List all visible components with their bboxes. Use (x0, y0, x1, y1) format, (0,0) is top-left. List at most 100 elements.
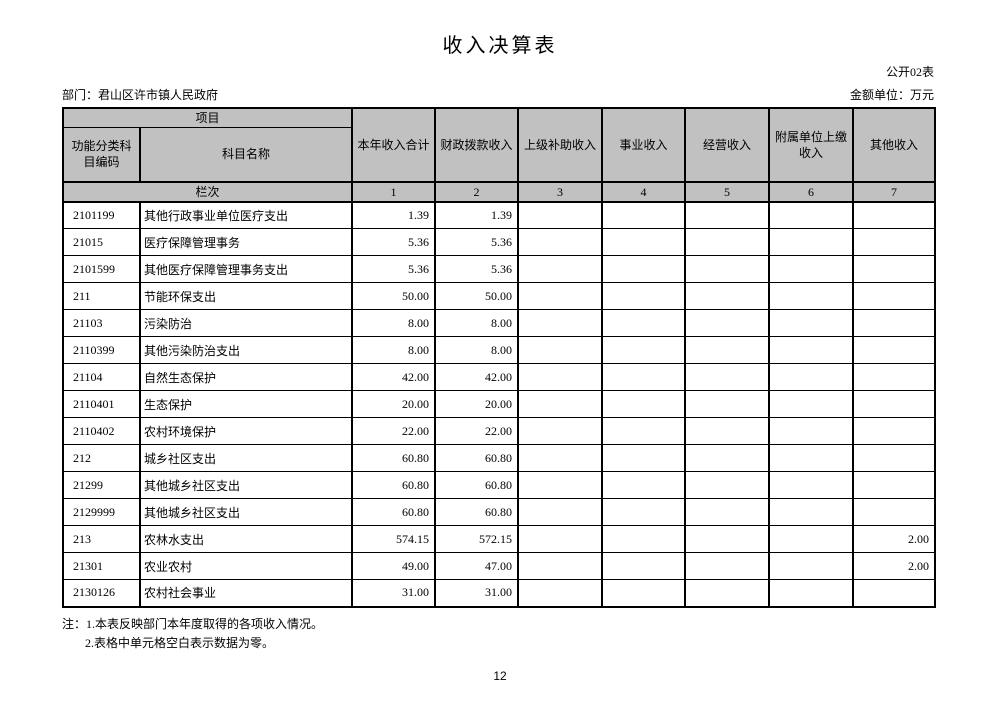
row-code-cell: 2101599 (62, 255, 141, 283)
table-row: 2101599 其他医疗保障管理事务支出 5.36 5.36 (62, 255, 937, 283)
row-value-cell (852, 498, 937, 526)
row-value-cell (601, 282, 687, 310)
row-value-cell (852, 417, 937, 445)
row-value-cell: 22.00 (434, 417, 520, 445)
row-value-cell (684, 444, 771, 472)
row-value-cell (517, 552, 604, 580)
table-row: 2130126 农村社会事业 31.00 31.00 (62, 579, 937, 607)
row-value-cell (684, 525, 771, 553)
row-value-cell (601, 309, 687, 337)
row-value-cell (601, 552, 687, 580)
row-value-cell (684, 255, 771, 283)
row-value-cell (768, 390, 855, 418)
row-value-cell (517, 579, 604, 607)
column-header-fiscal: 财政拨款收入 (434, 107, 520, 182)
row-value-cell (684, 201, 771, 229)
row-value-cell: 60.80 (434, 471, 520, 499)
row-value-cell: 49.00 (351, 552, 437, 580)
row-code-cell: 213 (62, 525, 141, 553)
row-name-cell: 生态保护 (138, 390, 354, 418)
row-code-cell: 2110401 (62, 390, 141, 418)
row-value-cell: 1.39 (351, 201, 437, 229)
row-value-cell (852, 336, 937, 364)
row-value-cell: 50.00 (434, 282, 520, 310)
row-name-cell: 自然生态保护 (138, 363, 354, 391)
row-value-cell (852, 444, 937, 472)
row-value-cell (517, 255, 604, 283)
row-value-cell: 60.80 (434, 498, 520, 526)
table-header: 项目 本年收入合计 财政拨款收入 上级补助收入 事业收入 经营收入 附属单位上缴… (61, 107, 937, 203)
row-name-cell: 农林水支出 (138, 525, 354, 553)
row-value-cell (768, 228, 855, 256)
row-value-cell (768, 363, 855, 391)
row-value-cell (768, 417, 855, 445)
code-header-cell: 功能分类科目编码 (62, 127, 141, 182)
row-value-cell (852, 363, 937, 391)
row-name-cell: 其他城乡社区支出 (138, 498, 354, 526)
row-value-cell: 5.36 (351, 255, 437, 283)
column-header-superior-subsidy: 上级补助收入 (517, 107, 604, 182)
row-value-cell (601, 201, 687, 229)
row-code-cell: 2110402 (62, 417, 141, 445)
table-row: 2110399 其他污染防治支出 8.00 8.00 (62, 336, 937, 364)
row-name-cell: 医疗保障管理事务 (138, 228, 354, 256)
row-value-cell (517, 363, 604, 391)
row-name-cell: 其他行政事业单位医疗支出 (138, 201, 354, 229)
row-value-cell (768, 525, 855, 553)
row-code-cell: 21103 (62, 309, 141, 337)
row-value-cell: 60.80 (434, 444, 520, 472)
column-number-cell: 1 (351, 180, 437, 203)
row-value-cell (517, 201, 604, 229)
table-row: 21103 污染防治 8.00 8.00 (62, 309, 937, 337)
row-value-cell: 20.00 (434, 390, 520, 418)
table-row: 21015 医疗保障管理事务 5.36 5.36 (62, 228, 937, 256)
column-number-cell: 3 (517, 180, 604, 203)
row-value-cell (684, 417, 771, 445)
row-value-cell: 5.36 (434, 228, 520, 256)
row-value-cell (852, 228, 937, 256)
row-value-cell (601, 363, 687, 391)
column-header-total: 本年收入合计 (351, 107, 437, 182)
row-value-cell (517, 444, 604, 472)
row-value-cell: 5.36 (434, 255, 520, 283)
row-value-cell (852, 255, 937, 283)
meta-line: 部门：君山区许市镇人民政府 金额单位：万元 (62, 88, 934, 103)
column-number-cell: 5 (684, 180, 771, 203)
row-value-cell: 60.80 (351, 444, 437, 472)
row-value-cell: 50.00 (351, 282, 437, 310)
row-value-cell (852, 471, 937, 499)
row-value-cell (601, 498, 687, 526)
row-value-cell (768, 444, 855, 472)
row-value-cell (684, 498, 771, 526)
row-value-cell: 1.39 (434, 201, 520, 229)
row-value-cell: 47.00 (434, 552, 520, 580)
column-number-cell: 6 (768, 180, 855, 203)
row-value-cell (852, 282, 937, 310)
row-code-cell: 2129999 (62, 498, 141, 526)
row-value-cell (852, 309, 937, 337)
row-code-cell: 2101199 (62, 201, 141, 229)
row-value-cell: 5.36 (351, 228, 437, 256)
row-value-cell (684, 471, 771, 499)
revenue-table: 项目 本年收入合计 财政拨款收入 上级补助收入 事业收入 经营收入 附属单位上缴… (61, 107, 937, 608)
table-row: 21104 自然生态保护 42.00 42.00 (62, 363, 937, 391)
column-number-cell: 4 (601, 180, 687, 203)
row-value-cell (684, 390, 771, 418)
row-value-cell (768, 309, 855, 337)
row-value-cell (517, 525, 604, 553)
header-row-rank: 栏次 1 2 3 4 5 6 7 (61, 180, 937, 203)
row-value-cell (684, 579, 771, 607)
table-row: 2110401 生态保护 20.00 20.00 (62, 390, 937, 418)
row-value-cell (768, 552, 855, 580)
row-value-cell (601, 255, 687, 283)
row-value-cell (852, 201, 937, 229)
rank-label-cell: 栏次 (61, 180, 354, 203)
row-value-cell: 8.00 (434, 336, 520, 364)
column-header-operating: 经营收入 (684, 107, 771, 182)
table-row: 2101199 其他行政事业单位医疗支出 1.39 1.39 (62, 201, 937, 229)
row-value-cell (684, 363, 771, 391)
row-value-cell: 8.00 (434, 309, 520, 337)
table-row: 213 农林水支出 574.15 572.15 2.00 (62, 525, 937, 553)
row-value-cell (684, 336, 771, 364)
